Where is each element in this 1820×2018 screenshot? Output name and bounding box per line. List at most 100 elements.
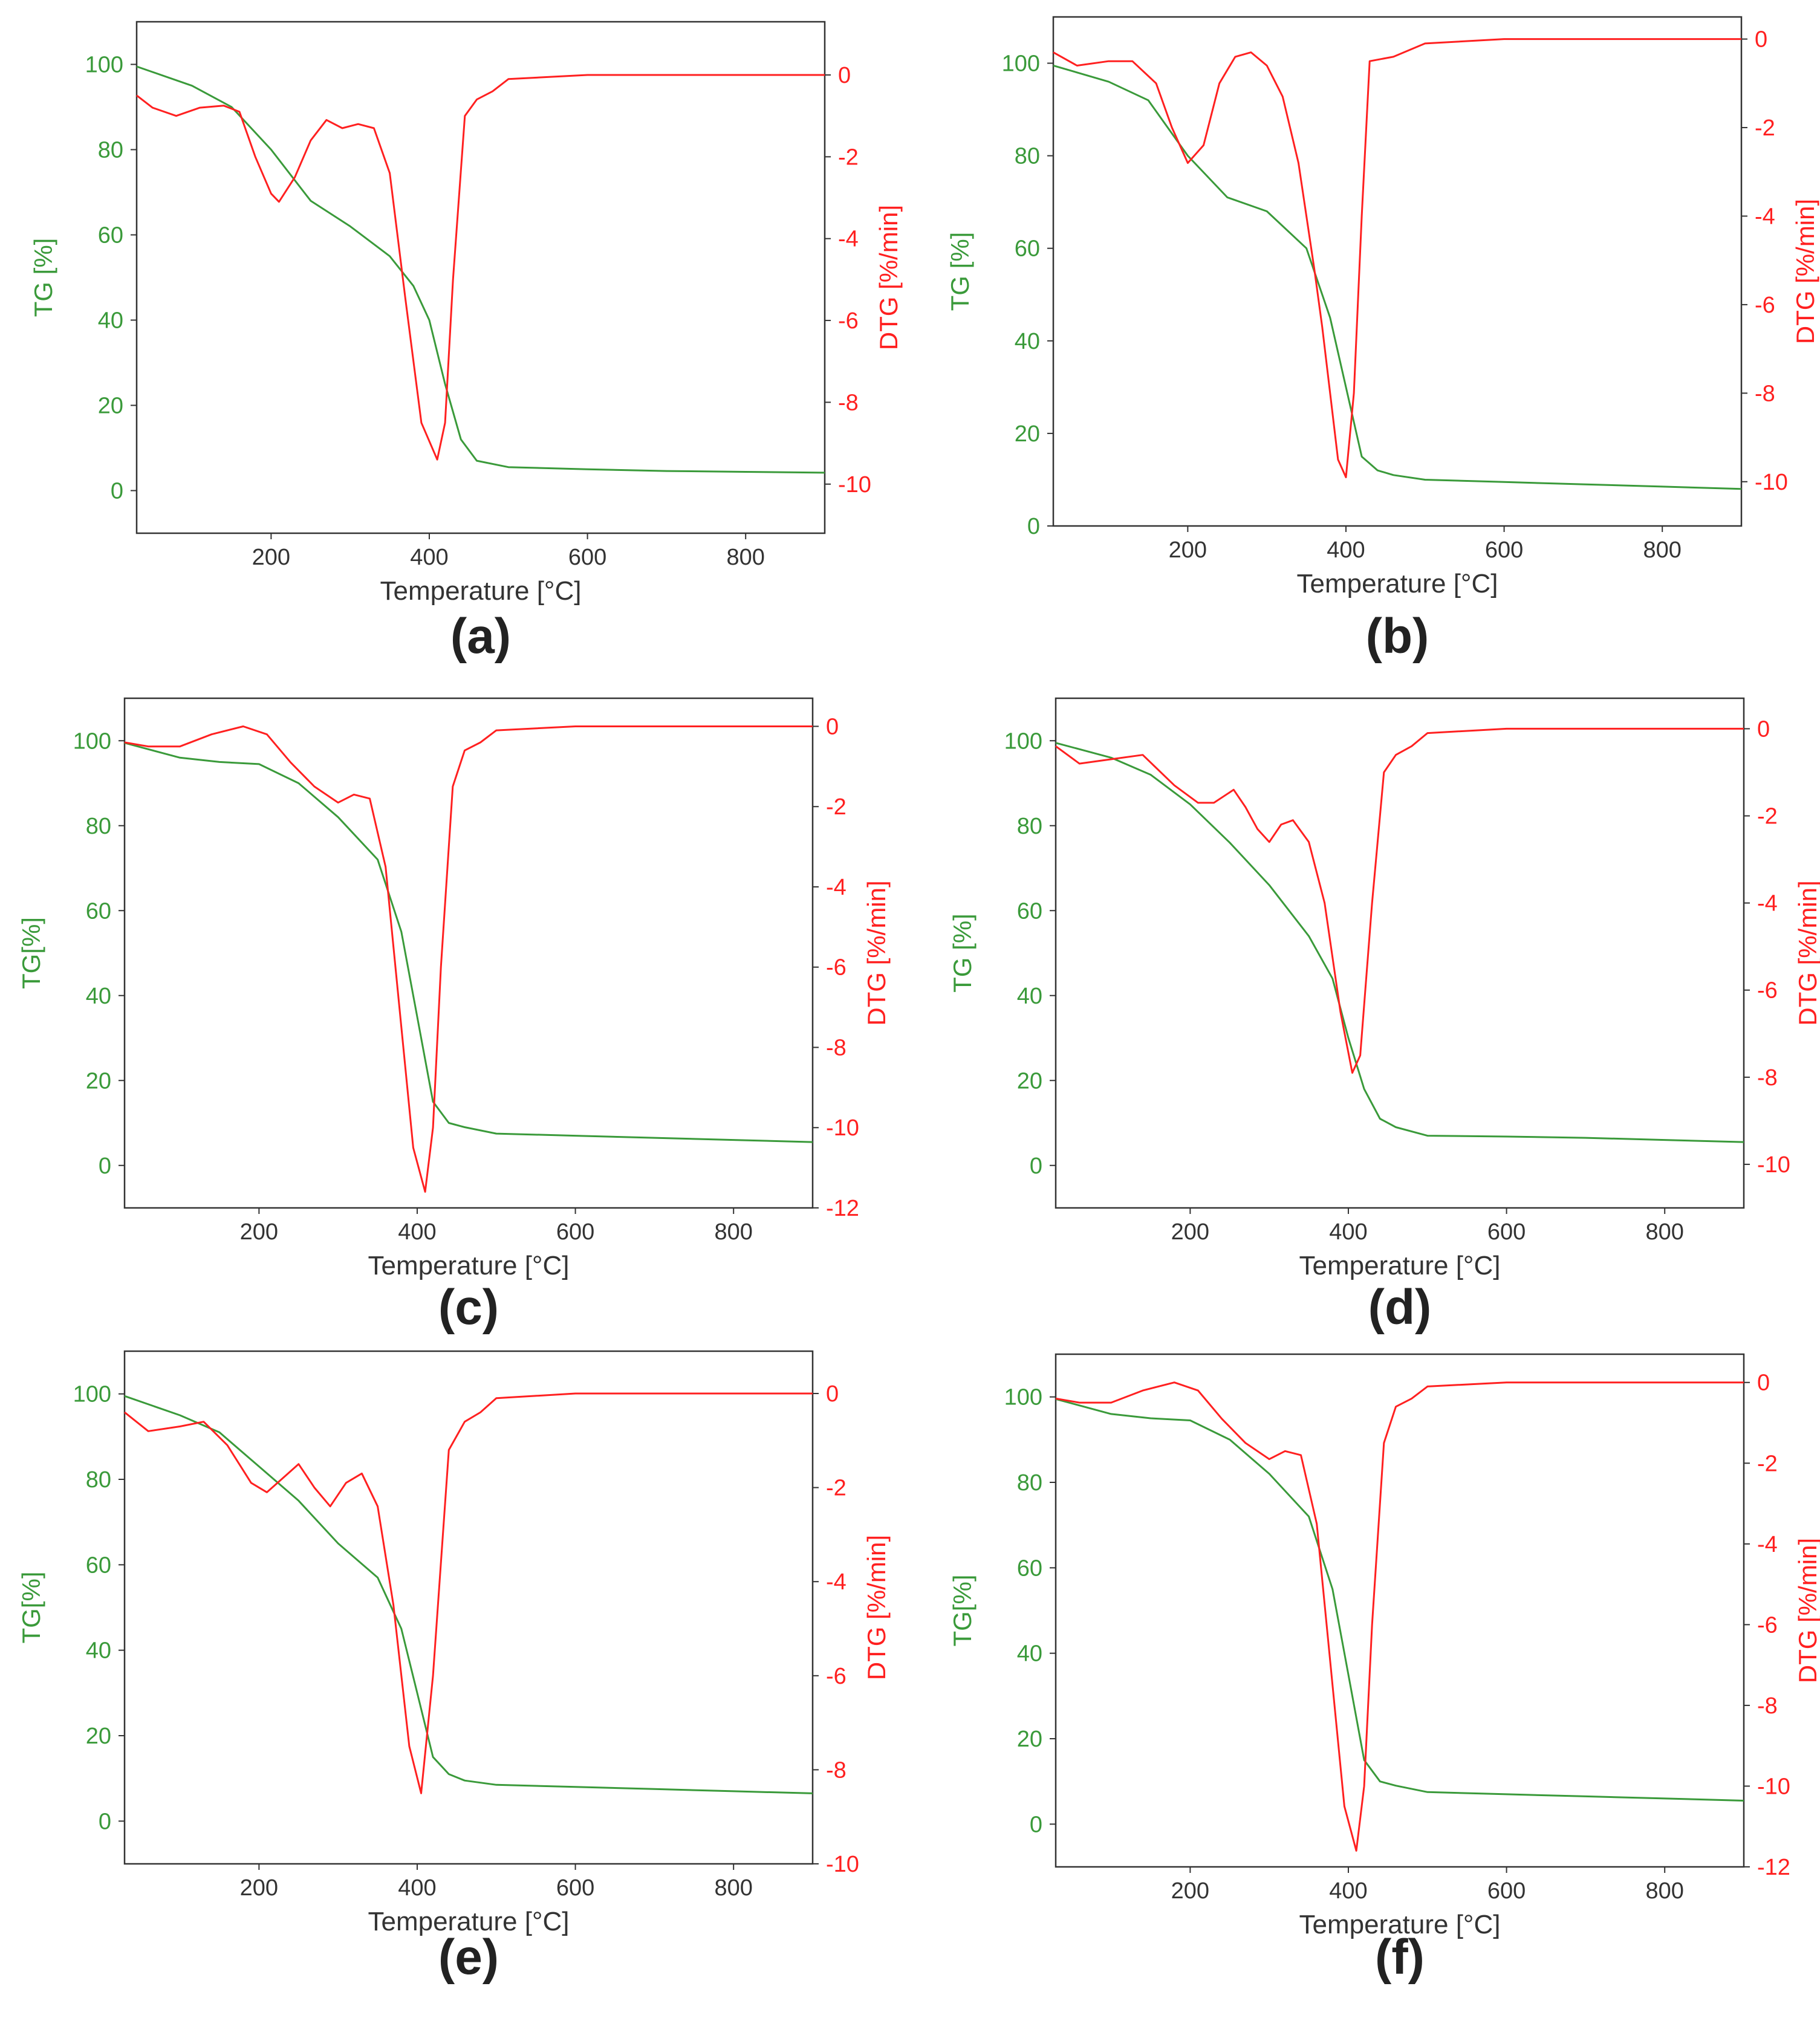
panel-caption: (b) <box>1366 609 1429 664</box>
dtg-series-line <box>124 725 813 1193</box>
x-tick-label: 400 <box>1329 1219 1367 1245</box>
y2-tick-label: -4 <box>1757 1532 1778 1557</box>
y2-tick-label: -10 <box>838 472 871 498</box>
y2-tick-label: -8 <box>826 1757 847 1783</box>
x-tick-label: 400 <box>410 545 448 570</box>
chart-panel: 200 400 600 800 0 20 40 60 80 100 0 -2 -4 -6 -8 -10 Temp… <box>948 697 1820 1335</box>
y2-axis-label: DTG [%/min] <box>1793 1538 1820 1683</box>
x-tick-label: 600 <box>1487 1878 1526 1904</box>
y-tick-label: 80 <box>98 138 123 163</box>
x-axis-label: Temperature [°C] <box>380 576 581 606</box>
y2-axis-label: DTG [%/min] <box>1791 199 1819 344</box>
y-tick-label: 100 <box>73 1382 111 1407</box>
y-tick-label: 60 <box>1015 236 1040 262</box>
x-axis-label: Temperature [°C] <box>368 1907 569 1936</box>
y-axis-label: TG[%] <box>948 1574 977 1646</box>
x-tick-label: 800 <box>714 1875 752 1901</box>
y-tick-label: 40 <box>98 308 123 334</box>
y2-tick-label: -6 <box>826 955 847 981</box>
y2-tick-label: -8 <box>1757 1065 1778 1091</box>
x-tick-label: 400 <box>1327 537 1365 563</box>
x-axis-label: Temperature [°C] <box>1299 1910 1500 1939</box>
panel-caption: (c) <box>438 1280 499 1335</box>
tg-series-line <box>1053 64 1742 490</box>
y-tick-label: 0 <box>1027 514 1040 539</box>
y-tick-label: 80 <box>1015 144 1040 169</box>
dtg-series-line <box>136 74 825 461</box>
x-tick-label: 400 <box>398 1875 436 1901</box>
y2-tick-label: -6 <box>1757 978 1778 1004</box>
y2-tick-label: 0 <box>826 1381 839 1407</box>
x-axis-label: Temperature [°C] <box>368 1251 569 1280</box>
y-tick-label: 0 <box>111 479 123 504</box>
y-tick-label: 60 <box>1017 1556 1042 1581</box>
y2-tick-label: 0 <box>1757 716 1770 742</box>
x-tick-label: 200 <box>240 1875 278 1901</box>
y-tick-label: 0 <box>99 1153 111 1179</box>
y2-tick-label: -6 <box>1755 293 1775 318</box>
y2-tick-label: -8 <box>1755 381 1775 406</box>
y-axis-label: TG[%] <box>17 917 45 989</box>
x-tick-label: 400 <box>1329 1878 1367 1904</box>
y-tick-label: 60 <box>86 1552 111 1578</box>
y-tick-label: 40 <box>1015 329 1040 354</box>
y-tick-label: 100 <box>1004 1385 1042 1410</box>
y2-axis-label: DTG [%/min] <box>862 1535 891 1680</box>
y2-tick-label: -8 <box>1757 1693 1778 1719</box>
y-tick-label: 40 <box>86 1638 111 1664</box>
panel-caption: (e) <box>438 1930 499 1985</box>
x-tick-label: 600 <box>1485 537 1523 563</box>
x-tick-label: 200 <box>252 545 290 570</box>
panel-caption: (f) <box>1375 1930 1425 1985</box>
chart-panel: 200 400 600 800 0 20 40 60 80 100 0 -2 -4 -6 -8 -10 -12 T… <box>948 1353 1820 1985</box>
plot-frame <box>1055 697 1745 1209</box>
tg-series-line <box>1055 1398 1744 1802</box>
x-tick-label: 600 <box>556 1219 594 1245</box>
y2-tick-label: -6 <box>1757 1612 1778 1638</box>
x-axis-label: Temperature [°C] <box>1299 1251 1500 1280</box>
y2-tick-label: -10 <box>1755 470 1788 495</box>
y2-tick-label: 0 <box>1755 27 1767 53</box>
plot-frame <box>1052 16 1743 527</box>
chart-panel: 200 400 600 800 0 20 40 60 80 100 0 -2 -4 -6 -8 -10 -12 T… <box>17 697 891 1335</box>
plot-frame <box>135 21 826 534</box>
y2-tick-label: -2 <box>826 1476 847 1501</box>
chart-panel: 200 400 600 800 0 20 40 60 80 100 0 -2 -4 -6 -8 -10 Temp… <box>946 16 1819 664</box>
dtg-series-line <box>1055 1381 1744 1852</box>
x-tick-label: 200 <box>1171 1878 1209 1904</box>
tg-series-line <box>136 65 825 474</box>
y2-tick-label: -12 <box>1757 1855 1790 1880</box>
y2-tick-label: 0 <box>1757 1371 1770 1396</box>
y2-tick-label: -2 <box>1757 1451 1778 1476</box>
x-tick-label: 400 <box>398 1219 436 1245</box>
y2-tick-label: -4 <box>826 1569 847 1595</box>
x-tick-label: 800 <box>1645 1219 1683 1245</box>
x-tick-label: 200 <box>1169 537 1207 563</box>
y-tick-label: 80 <box>86 814 111 839</box>
y-tick-label: 100 <box>1002 51 1040 77</box>
y2-tick-label: -4 <box>838 227 859 252</box>
dtg-series-line <box>124 1392 813 1794</box>
y-axis-label: TG [%] <box>946 232 974 311</box>
y-tick-label: 20 <box>1017 1727 1042 1752</box>
y2-tick-label: -2 <box>1755 115 1775 141</box>
x-tick-label: 800 <box>714 1219 752 1245</box>
y2-tick-label: -10 <box>826 1852 859 1877</box>
x-tick-label: 600 <box>568 545 606 570</box>
y2-tick-label: -2 <box>826 794 847 820</box>
panel-caption: (d) <box>1368 1280 1432 1335</box>
y-tick-label: 40 <box>86 984 111 1009</box>
y-tick-label: 0 <box>99 1809 111 1834</box>
y-axis-label: TG [%] <box>29 238 57 317</box>
plot-frame <box>123 697 814 1209</box>
tg-series-line <box>1055 742 1744 1143</box>
x-axis-label: Temperature [°C] <box>1296 569 1498 599</box>
y-tick-label: 60 <box>98 223 123 248</box>
y2-tick-label: -4 <box>1755 204 1775 229</box>
x-tick-label: 200 <box>1171 1219 1209 1245</box>
y2-tick-label: -2 <box>1757 804 1778 829</box>
plot-frame <box>123 1350 814 1865</box>
y-tick-label: 40 <box>1017 1641 1042 1667</box>
y2-tick-label: -12 <box>826 1196 859 1221</box>
